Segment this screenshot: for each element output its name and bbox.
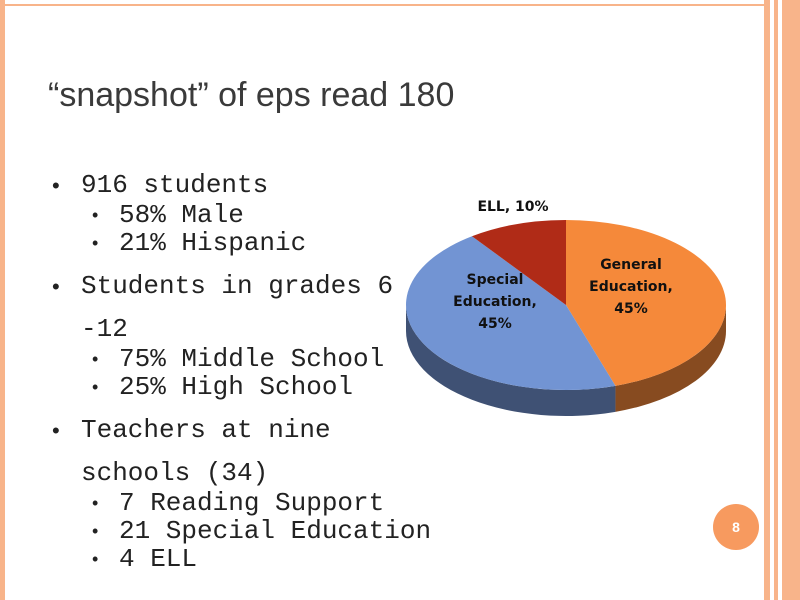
pie-slice bbox=[405, 236, 616, 391]
bullet: 916 students bbox=[52, 164, 401, 207]
sub-bullet: 25% High School bbox=[52, 373, 431, 401]
right-stripe bbox=[774, 0, 778, 600]
slide-number: 8 bbox=[713, 504, 759, 550]
sub-bullet: 21 Special Education bbox=[52, 517, 431, 545]
bullet: Students in grades 6 -12 bbox=[52, 265, 401, 351]
left-stripe bbox=[0, 0, 5, 600]
slice-side bbox=[615, 305, 726, 412]
pie-slice bbox=[566, 220, 727, 386]
sub-bullet: 4 ELL bbox=[52, 545, 431, 573]
sub-list: 75% Middle School25% High School bbox=[52, 345, 431, 401]
pie-slice bbox=[471, 220, 566, 305]
sub-bullet: 58% Male bbox=[52, 201, 431, 229]
sub-list: 7 Reading Support21 Special Education4 E… bbox=[52, 489, 431, 573]
sub-bullet: 7 Reading Support bbox=[52, 489, 431, 517]
sub-bullet: 21% Hispanic bbox=[52, 229, 431, 257]
slide-title: “snapshot” of eps read 180 bbox=[48, 76, 455, 114]
label-box: ELL, 10% bbox=[477, 199, 549, 215]
bullet-list: 916 students58% Male21% Hispanic Students… bbox=[52, 164, 431, 581]
right-stripe bbox=[782, 0, 800, 600]
data-label: General Education, 45% bbox=[589, 257, 673, 317]
bullet: Teachers at nine schools (34) bbox=[52, 409, 401, 495]
label-box: Special Education, 45% bbox=[453, 272, 537, 332]
label-box: General Education, 45% bbox=[589, 257, 673, 317]
right-stripe bbox=[764, 0, 770, 600]
sub-bullet: 75% Middle School bbox=[52, 345, 431, 373]
sub-list: 58% Male21% Hispanic bbox=[52, 201, 431, 257]
data-label: ELL, 10% bbox=[477, 199, 549, 215]
top-rule bbox=[0, 4, 765, 6]
data-label: Special Education, 45% bbox=[453, 272, 537, 332]
slice-side bbox=[406, 305, 616, 417]
